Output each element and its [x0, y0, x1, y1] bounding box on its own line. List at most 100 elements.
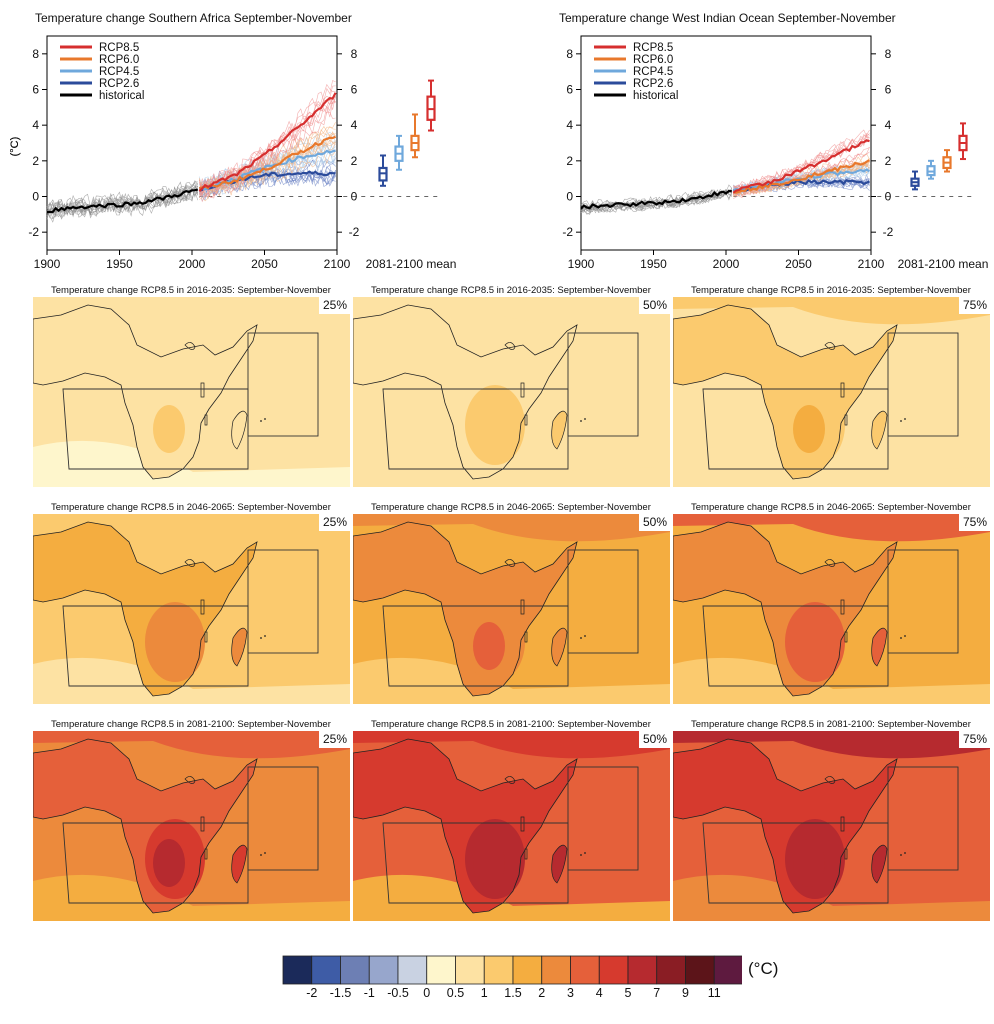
map-svg — [673, 731, 990, 921]
map-madagascar — [231, 410, 248, 450]
region-box-southern-africa — [382, 605, 569, 687]
map-lake — [520, 599, 525, 615]
legend-label: RCP4.5 — [99, 66, 139, 78]
colorbar-label: -0.5 — [387, 986, 409, 1000]
colorbar-swatch — [685, 955, 715, 985]
ytick-label-right: 8 — [351, 47, 358, 61]
colorbar-swatch — [455, 955, 485, 985]
map-lake — [204, 414, 208, 426]
colorbar-label: 0.5 — [446, 986, 465, 1000]
legend-label: RCP6.0 — [99, 54, 139, 66]
region-box-west-indian-ocean — [247, 332, 319, 437]
xtick-label: 1950 — [106, 257, 133, 271]
colorbar-label: 11 — [707, 986, 721, 1000]
map-lake — [520, 382, 525, 398]
map-land — [33, 739, 257, 913]
temperature-map: 25% — [33, 297, 350, 487]
colorbar-swatch — [598, 955, 629, 985]
map-coastline — [673, 304, 898, 480]
colorbar-label: 5 — [624, 986, 632, 1000]
colorbar-swatch — [340, 955, 370, 985]
map-land-peak — [153, 405, 185, 453]
ensemble-member-rcp85 — [199, 97, 336, 198]
percentile-label: 75% — [958, 731, 990, 748]
map-lake — [504, 559, 516, 567]
map-island — [904, 635, 906, 637]
map-svg — [33, 514, 350, 704]
map-lake — [504, 776, 516, 784]
percentile-label: 75% — [958, 514, 990, 531]
map-coastline — [353, 304, 578, 480]
region-box-southern-africa — [62, 822, 249, 904]
region-box-southern-africa — [62, 605, 249, 687]
ytick-label-right: 8 — [885, 47, 892, 61]
region-box-southern-africa — [62, 388, 249, 470]
map-title: Temperature change RCP8.5 in 2016-2035: … — [691, 285, 971, 296]
map-lake — [844, 414, 848, 426]
map-land — [33, 305, 257, 479]
legend-label: RCP2.6 — [99, 78, 139, 90]
map-island — [264, 852, 266, 854]
map-svg — [673, 297, 990, 487]
box-rcp60 — [410, 113, 420, 159]
region-box-southern-africa — [382, 388, 569, 470]
temperature-map: 25% — [33, 514, 350, 704]
map-island — [580, 637, 582, 639]
map-title: Temperature change RCP8.5 in 2016-2035: … — [371, 285, 651, 296]
box-rcp26 — [910, 170, 920, 191]
map-lake — [824, 776, 836, 784]
colorbar-swatch — [570, 955, 600, 985]
map-land-peak — [793, 622, 825, 670]
map-title: Temperature change RCP8.5 in 2081-2100: … — [371, 719, 651, 730]
colorbar-swatch — [282, 955, 313, 985]
map-island — [584, 852, 586, 854]
percentile-label: 25% — [318, 731, 350, 748]
region-box-west-indian-ocean — [247, 549, 319, 654]
ensemble-member-rcp85 — [733, 129, 870, 193]
map-madagascar — [551, 844, 568, 884]
map-lake — [184, 559, 196, 567]
box-rcp26 — [378, 154, 388, 187]
map-land — [353, 305, 577, 479]
map-island — [580, 420, 582, 422]
ytick-label-right: 2 — [885, 154, 892, 168]
mean-label: 2081-2100 mean — [898, 257, 989, 271]
map-lake — [524, 414, 528, 426]
colorbar — [282, 955, 742, 985]
map-lake — [840, 816, 845, 832]
map-island — [904, 852, 906, 854]
map-madagascar — [871, 410, 888, 450]
legend-label: RCP4.5 — [633, 66, 673, 78]
colorbar-unit: (°C) — [748, 959, 779, 978]
legend-label: RCP6.0 — [633, 54, 673, 66]
colorbar-swatch — [483, 955, 514, 985]
map-coastline — [673, 738, 898, 914]
xtick-label: 1900 — [34, 257, 61, 271]
legend-label: RCP2.6 — [633, 78, 673, 90]
ytick-label-left: 0 — [32, 190, 39, 204]
ytick-label-left: 2 — [32, 154, 39, 168]
xtick-label: 2100 — [324, 257, 351, 271]
timeseries-sa: -2 -2 0 0 2 2 4 4 6 6 8 8 1900 1950 2000 2050 2100 (°C) 20… — [9, 35, 456, 271]
map-coastline — [353, 521, 578, 697]
region-box-west-indian-ocean — [887, 332, 959, 437]
map-svg — [33, 731, 350, 921]
map-north-band — [673, 731, 990, 759]
colorbar-label: 0 — [423, 986, 431, 1000]
map-lake — [524, 631, 528, 643]
map-title: Temperature change RCP8.5 in 2016-2035: … — [51, 285, 331, 296]
ytick-label-left: 0 — [566, 190, 573, 204]
temperature-map: 75% — [673, 297, 990, 487]
xtick-label: 2100 — [858, 257, 885, 271]
map-ocean-south — [33, 657, 350, 704]
percentile-label: 75% — [958, 297, 990, 314]
colorbar-swatch — [311, 955, 341, 985]
temperature-map: 75% — [673, 731, 990, 921]
map-ocean-south — [673, 874, 990, 921]
ytick-label-right: 6 — [351, 83, 358, 97]
colorbar-swatch — [368, 955, 399, 985]
ensemble-member-historical — [46, 189, 198, 220]
map-island — [260, 637, 262, 639]
map-svg — [353, 514, 670, 704]
map-madagascar — [551, 410, 568, 450]
